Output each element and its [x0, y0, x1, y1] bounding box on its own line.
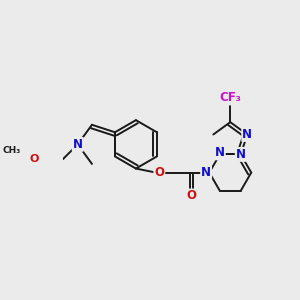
Text: CH₃: CH₃ [2, 146, 21, 154]
Text: N: N [236, 148, 246, 161]
Text: N: N [215, 146, 225, 159]
Text: CF₃: CF₃ [219, 92, 241, 104]
Text: N: N [242, 128, 252, 141]
Text: O: O [154, 166, 164, 179]
Text: O: O [29, 154, 39, 164]
Text: N: N [201, 166, 211, 179]
Text: O: O [187, 190, 196, 202]
Text: N: N [73, 138, 83, 151]
